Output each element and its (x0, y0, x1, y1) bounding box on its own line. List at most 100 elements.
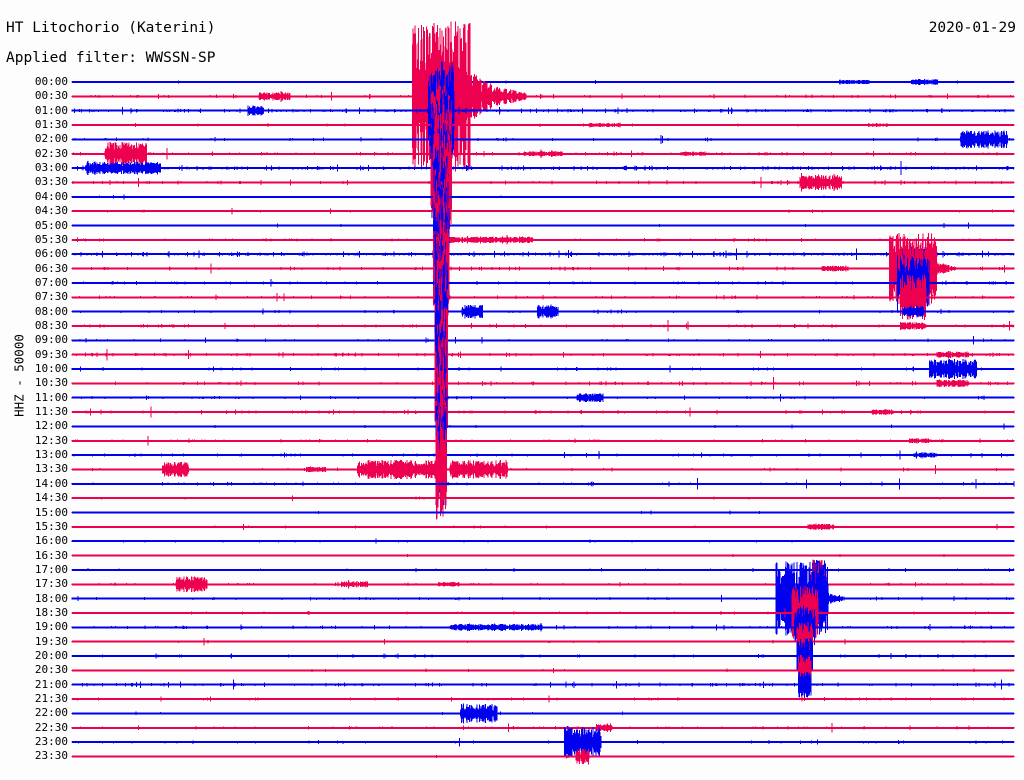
trace-waveform (71, 495, 1015, 501)
time-axis-label: 22:00 (34, 706, 68, 720)
time-axis-label: 04:30 (34, 204, 68, 218)
trace-row (71, 510, 1015, 515)
trace-waveform (71, 78, 1015, 173)
trace-row (71, 307, 1015, 402)
trace-row (71, 586, 1015, 640)
trace-row (71, 478, 1015, 490)
trace-waveform (71, 261, 1015, 362)
time-axis-label: 01:00 (34, 103, 68, 117)
time-axis-label: 16:30 (34, 548, 68, 562)
time-axis-label: 21:00 (34, 677, 68, 691)
trace-row (71, 118, 1015, 218)
trace-row (71, 175, 1015, 276)
applied-filter-label: Applied filter: WWSSN-SP (6, 50, 216, 66)
time-axis-label: 05:00 (34, 218, 68, 232)
trace-row (71, 219, 1015, 318)
trace-waveform (71, 118, 1015, 218)
time-axis-label: 19:30 (34, 634, 68, 648)
time-axis-label: 08:30 (34, 318, 68, 332)
time-axis-label: 12:00 (34, 419, 68, 433)
trace-row (71, 147, 1015, 246)
trace-waveform (71, 78, 1015, 86)
trace-waveform (71, 364, 1015, 460)
trace-row (71, 261, 1015, 362)
time-axis-label: 15:00 (34, 505, 68, 519)
time-axis-label: 02:30 (34, 146, 68, 160)
trace-waveform (71, 561, 1015, 636)
trace-waveform (71, 89, 1015, 190)
time-axis-label: 23:30 (34, 749, 68, 763)
trace-waveform (71, 104, 1015, 204)
trace-waveform (71, 336, 1015, 431)
time-axis-label: 14:00 (34, 476, 68, 490)
trace-row (71, 726, 1015, 759)
trace-row (71, 21, 1015, 172)
time-axis-label: 09:00 (34, 333, 68, 347)
time-axis-label: 06:00 (34, 247, 68, 261)
trace-waveform (71, 405, 1015, 505)
time-axis-label: 13:30 (34, 462, 68, 476)
trace-row (71, 89, 1015, 190)
trace-waveform (71, 319, 1015, 419)
trace-waveform (71, 523, 1015, 530)
time-axis-label: 02:00 (34, 132, 68, 146)
time-axis-label: 21:30 (34, 692, 68, 706)
trace-row (71, 61, 1015, 160)
trace-row (71, 347, 1015, 448)
trace-waveform (71, 723, 1015, 733)
date-label: 2020-01-29 (928, 20, 1016, 36)
time-axis-label: 07:00 (34, 275, 68, 289)
trace-row (71, 162, 1015, 260)
trace-row (71, 78, 1015, 173)
trace-waveform (71, 554, 1015, 557)
time-axis-label: 16:00 (34, 534, 68, 548)
trace-row (71, 248, 1015, 346)
trace-row (71, 638, 1015, 674)
trace-waveform (71, 393, 1015, 488)
trace-row (71, 393, 1015, 488)
time-axis-label: 18:30 (34, 605, 68, 619)
time-axis-label: 15:30 (34, 519, 68, 533)
time-axis-label: 14:30 (34, 491, 68, 505)
trace-waveform (71, 510, 1015, 515)
trace-waveform (71, 638, 1015, 674)
time-axis-label: 06:30 (34, 261, 68, 275)
trace-waveform (71, 559, 1015, 580)
trace-row (71, 276, 1015, 376)
time-axis-label: 09:30 (34, 347, 68, 361)
trace-row (71, 523, 1015, 530)
time-axis-label: 03:00 (34, 161, 68, 175)
trace-row (71, 132, 1015, 233)
trace-waveform (71, 219, 1015, 318)
time-axis-label: 12:30 (34, 433, 68, 447)
trace-row (71, 554, 1015, 557)
time-axis-label: 20:30 (34, 663, 68, 677)
trace-waveform (71, 726, 1015, 759)
trace-waveform (71, 419, 1015, 520)
trace-row (71, 748, 1015, 765)
trace-waveform (71, 559, 1015, 610)
trace-waveform (71, 61, 1015, 160)
trace-row (71, 495, 1015, 501)
time-axis-label: 20:00 (34, 649, 68, 662)
time-axis-label: 18:00 (34, 591, 68, 605)
time-axis-label: 08:00 (34, 304, 68, 318)
trace-waveform (71, 204, 1015, 305)
trace-waveform (71, 671, 1015, 698)
trace-row (71, 559, 1015, 610)
trace-waveform (71, 586, 1015, 640)
time-axis-label: 10:00 (34, 362, 68, 375)
trace-row (71, 104, 1015, 204)
trace-waveform (71, 621, 1015, 662)
time-axis-label: 04:00 (34, 189, 68, 203)
time-axis-label: 22:30 (34, 720, 68, 734)
trace-waveform (71, 248, 1015, 346)
trace-row (71, 538, 1015, 544)
trace-waveform (71, 538, 1015, 544)
trace-row (71, 319, 1015, 419)
trace-row (71, 723, 1015, 733)
time-axis-label: 11:30 (34, 405, 68, 419)
trace-row (71, 405, 1015, 505)
time-axis-label: 19:00 (34, 620, 68, 634)
trace-waveform (71, 162, 1015, 260)
